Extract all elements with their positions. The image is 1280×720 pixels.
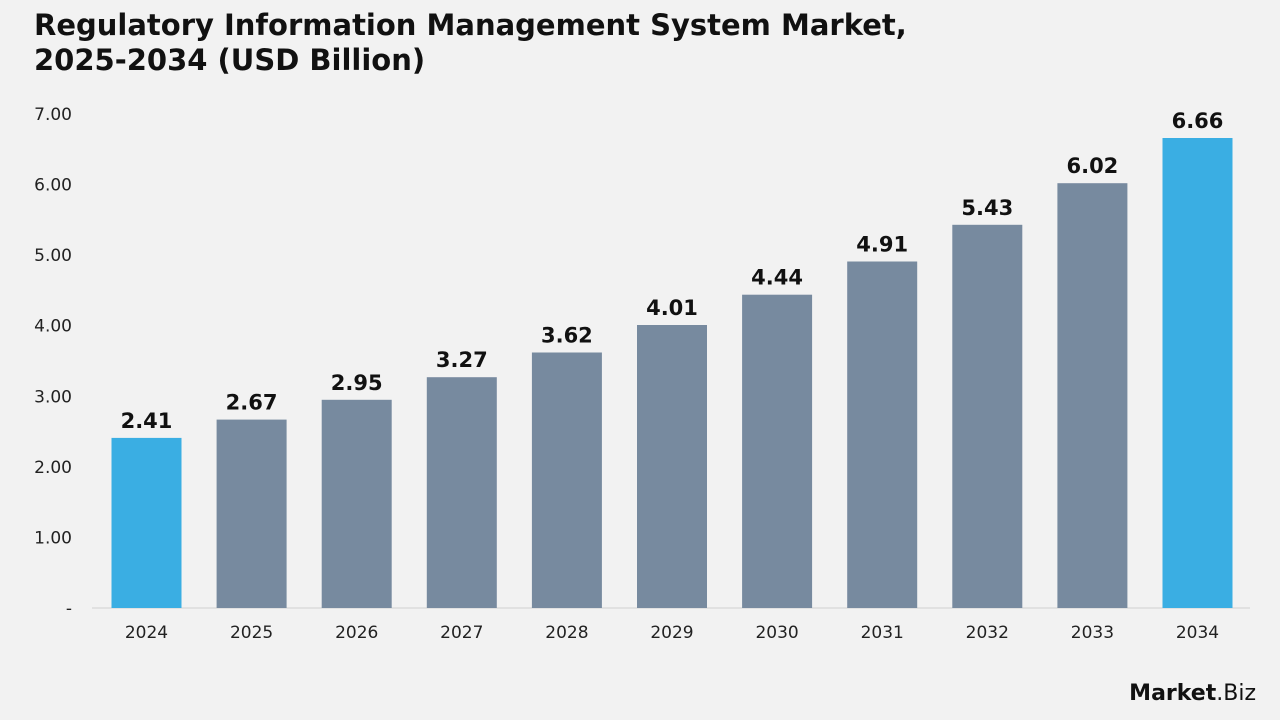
x-tick-label-2029: 2029 — [650, 623, 693, 643]
value-label-2024: 2.41 — [121, 409, 173, 433]
y-tick-label: 6.00 — [34, 176, 72, 196]
logo-text-bold: Market — [1129, 681, 1217, 706]
value-label-2028: 3.62 — [541, 324, 593, 348]
bar-2027 — [426, 377, 497, 608]
value-label-2026: 2.95 — [331, 371, 383, 395]
bar-2029 — [637, 325, 707, 608]
value-label-2027: 3.27 — [436, 348, 488, 372]
bar-2031 — [847, 261, 918, 608]
value-label-2034: 6.66 — [1172, 109, 1224, 133]
bar-2024 — [111, 437, 182, 608]
value-label-2029: 4.01 — [646, 296, 698, 320]
brand-logo: Market .Biz — [1129, 666, 1256, 706]
x-tick-label-2034: 2034 — [1176, 623, 1219, 643]
y-tick-label: - — [66, 599, 72, 619]
bar-2025 — [216, 419, 287, 608]
value-label-2033: 6.02 — [1066, 154, 1118, 178]
value-label-2030: 4.44 — [751, 266, 803, 290]
bar-2034 — [1162, 138, 1233, 608]
bar-2030 — [742, 294, 813, 608]
y-axis-ticks: - 1.00 2.00 3.00 4.00 5.00 6.00 7.00 — [34, 105, 72, 619]
x-tick-label-2033: 2033 — [1071, 623, 1114, 643]
chart-title: Regulatory Information Management System… — [34, 8, 1134, 78]
bar-2033 — [1057, 183, 1128, 608]
y-tick-label: 2.00 — [34, 458, 72, 478]
chart-title-line-2: 2025-2034 (USD Billion) — [34, 43, 426, 77]
x-tick-label-2031: 2031 — [861, 623, 904, 643]
x-tick-label-2024: 2024 — [125, 623, 168, 643]
x-tick-label-2030: 2030 — [755, 623, 798, 643]
bar-2026 — [321, 399, 392, 608]
value-label-2025: 2.67 — [226, 391, 278, 415]
value-labels: 2.41 2.67 2.95 3.27 3.62 4.01 4.44 4.91 5.43 6.02… — [121, 109, 1224, 433]
x-tick-label-2027: 2027 — [440, 623, 483, 643]
x-axis-ticks: 2024 2025 2026 2027 2028 2029 2030 2031 2032 2033… — [125, 623, 1219, 643]
value-label-2031: 4.91 — [856, 233, 908, 257]
logo-text-light: .Biz — [1216, 681, 1256, 706]
bars — [111, 138, 1233, 609]
y-tick-label: 4.00 — [34, 317, 72, 337]
y-tick-label: 3.00 — [34, 387, 72, 407]
x-tick-label-2032: 2032 — [966, 623, 1009, 643]
y-tick-label: 1.00 — [34, 528, 72, 548]
x-tick-label-2028: 2028 — [545, 623, 588, 643]
x-tick-label-2025: 2025 — [230, 623, 273, 643]
bar-2028 — [531, 352, 602, 608]
chart-title-line-1: Regulatory Information Management System… — [34, 8, 907, 42]
y-tick-label: 5.00 — [34, 246, 72, 266]
y-tick-label: 7.00 — [34, 105, 72, 125]
x-tick-label-2026: 2026 — [335, 623, 378, 643]
bar-2032 — [952, 224, 1023, 609]
value-label-2032: 5.43 — [961, 196, 1013, 220]
